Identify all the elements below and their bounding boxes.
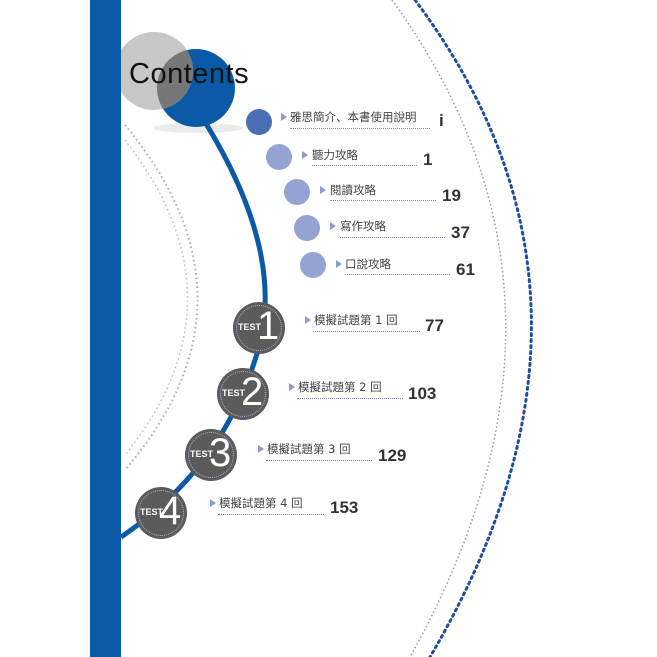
test-badge-4: TEST 4	[135, 487, 187, 539]
arrow-icon	[336, 260, 342, 268]
arrow-icon	[289, 383, 295, 391]
bubble-icon	[246, 109, 272, 135]
arrow-icon	[210, 499, 216, 507]
test-number: 1	[257, 304, 280, 348]
test-page: 103	[408, 384, 437, 403]
test-badge-1: TEST 1	[233, 302, 285, 354]
leader-dots	[330, 200, 436, 201]
inner-gray-dotted-arc-2	[124, 139, 189, 456]
entry-label: 口說攻略	[345, 257, 391, 271]
arrow-icon	[258, 445, 264, 453]
arrow-icon	[305, 316, 311, 324]
leader-dots	[340, 237, 445, 238]
test-label: TEST	[238, 322, 262, 332]
leader-dots	[218, 514, 324, 515]
entry-page: 61	[456, 260, 475, 279]
test-page: 129	[378, 446, 407, 465]
arrow-icon	[330, 222, 336, 230]
test-title: 模擬試題第 4 回	[219, 496, 303, 510]
page-title: Contents	[129, 58, 250, 90]
inner-gray-dotted-arc	[124, 124, 199, 471]
bubble-icon	[300, 252, 326, 278]
bubble-icon	[284, 179, 310, 205]
test-number: 3	[209, 431, 232, 475]
left-blue-bar	[90, 0, 121, 657]
test-title: 模擬試題第 3 回	[267, 442, 351, 456]
test-page: 77	[425, 316, 444, 335]
test-label: TEST	[190, 449, 214, 459]
entry-page: i	[439, 111, 444, 130]
outer-gray-dotted-arc	[391, 0, 507, 657]
entry-page: 19	[442, 186, 461, 205]
test-number: 2	[241, 370, 264, 414]
outer-blue-dotted-arc	[413, 0, 533, 657]
entry-page: 37	[451, 223, 470, 242]
leader-dots	[313, 331, 420, 332]
leader-dots	[290, 128, 430, 129]
leader-dots	[345, 274, 450, 275]
arrow-icon	[281, 113, 287, 121]
test-page: 153	[330, 498, 359, 517]
entry-label: 聽力攻略	[312, 148, 358, 162]
leader-dots	[312, 165, 417, 166]
leader-dots	[297, 398, 403, 399]
bubble-icon	[294, 215, 320, 241]
arrow-icon	[302, 151, 308, 159]
test-label: TEST	[222, 388, 246, 398]
test-badge-3: TEST 3	[185, 429, 237, 481]
entry-label: 閱讀攻略	[330, 183, 376, 197]
entry-page: 1	[423, 150, 433, 169]
arrow-icon	[320, 186, 326, 194]
test-label: TEST	[140, 507, 164, 517]
bubble-icon	[266, 144, 292, 170]
leader-dots	[266, 460, 372, 461]
entry-label: 雅思簡介、本書使用說明	[290, 110, 417, 124]
test-number: 4	[159, 489, 182, 533]
entry-label: 寫作攻略	[340, 219, 386, 233]
blue-timeline-curve	[119, 120, 268, 540]
test-badge-2: TEST 2	[217, 368, 269, 420]
test-title: 模擬試題第 1 回	[314, 313, 398, 327]
test-title: 模擬試題第 2 回	[298, 380, 382, 394]
